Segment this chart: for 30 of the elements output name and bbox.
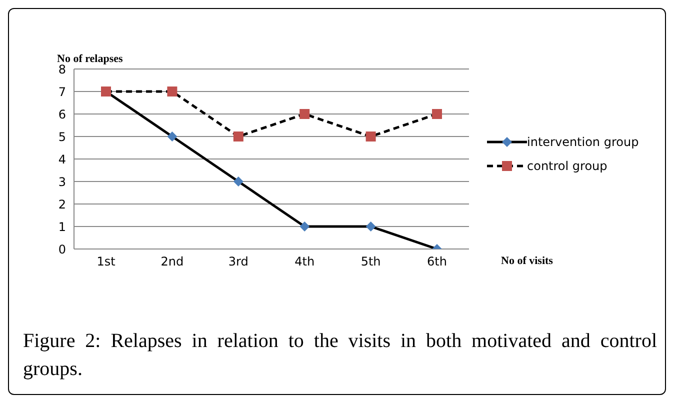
x-tick-label: 3rd <box>228 254 248 269</box>
x-tick-label: 4th <box>294 254 315 269</box>
y-tick-label: 2 <box>58 197 66 212</box>
x-tick-label: 5th <box>360 254 381 269</box>
y-tick-label: 1 <box>58 220 66 234</box>
point <box>366 222 376 232</box>
y-tick-label: 6 <box>58 107 66 122</box>
point <box>300 222 310 232</box>
point <box>233 176 244 186</box>
x-tick-label: 1st <box>96 254 116 269</box>
frame: No of relapses intervention group control group 1st 2nd 3rd 4th 5th 6th 0 1 2 3 4 5 6 7 8 No of visits Figure 2: Relapses in relation to the visits in both motivated and control groups. <box>8 8 666 395</box>
caption: Figure 2: Relapses in relation to the visits in both motivated and control groups. <box>23 329 657 382</box>
y-tick-label: 0 <box>58 242 66 256</box>
point <box>167 86 178 96</box>
y-tick-label: 7 <box>58 84 66 99</box>
x-tick-label: 6th <box>427 254 447 269</box>
y-tick-label: 3 <box>58 174 66 189</box>
point <box>432 109 442 119</box>
legend-label: control group <box>527 159 608 173</box>
point <box>366 132 376 142</box>
point <box>300 109 310 119</box>
x-axis-title: No of visits <box>501 255 553 267</box>
legend-label: intervention group <box>527 135 639 149</box>
point <box>233 132 244 142</box>
x-tick-label: 2nd <box>160 254 184 269</box>
point <box>167 132 178 142</box>
y-tick-label: 5 <box>58 130 66 144</box>
y-tick-label: 4 <box>58 152 66 166</box>
y-axis-title: No of relapses <box>57 53 123 65</box>
y-tick-label: 8 <box>58 62 66 76</box>
